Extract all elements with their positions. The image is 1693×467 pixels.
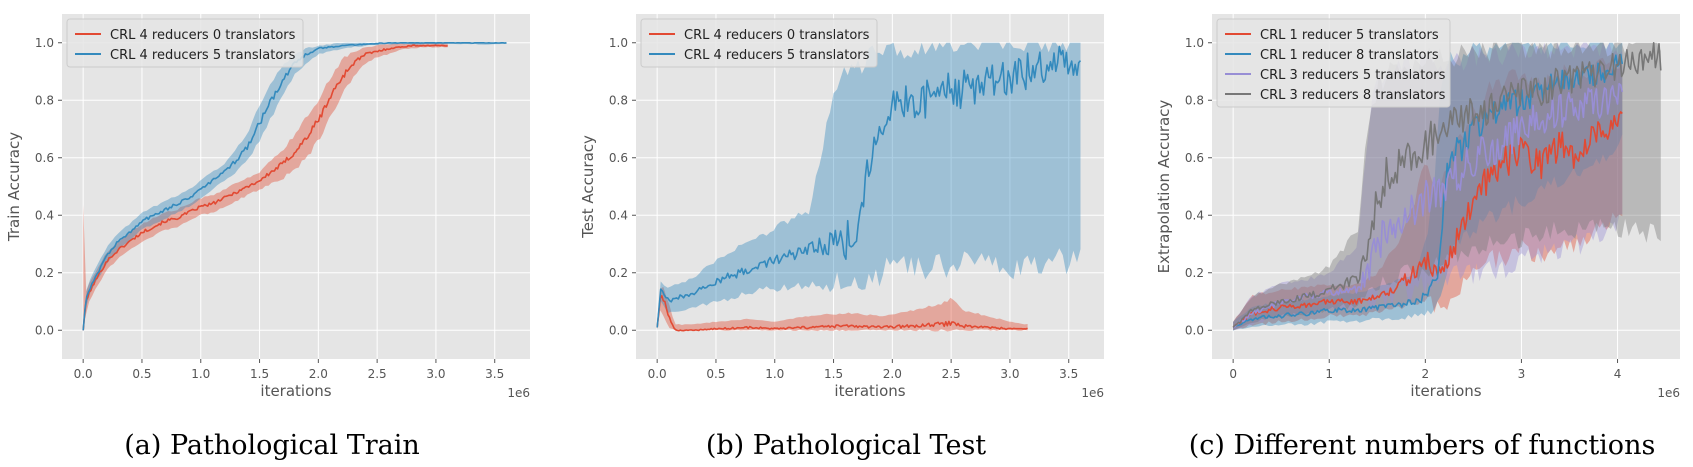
chart-1: 0.0 0.2 0.4 0.6 0.8 1.0 0.0 0.5 1.0 1.5 2.0 2.5 3.0 3… [5, 14, 530, 400]
y-tick-label: 0.2 [35, 266, 54, 280]
y-tick-label: 0.4 [609, 208, 628, 222]
series-line-1 [82, 44, 448, 331]
y-tick-label: 0.2 [609, 266, 628, 280]
series-band-2 [657, 42, 1081, 331]
y-axis-label: Train Accuracy [5, 132, 23, 242]
series-line-1 [1232, 111, 1623, 328]
x-tick-label: 0.5 [132, 367, 151, 381]
series-band-2 [1233, 42, 1623, 331]
plot-series-group [1232, 42, 1662, 331]
legend-box [66, 18, 304, 68]
y-tick-label: 0.8 [1185, 93, 1204, 107]
y-tick-label: 1.0 [1185, 36, 1204, 50]
caption-b: (b) Pathological Test [705, 430, 987, 461]
y-tick-label: 0.2 [1185, 266, 1204, 280]
chart-2: 0.0 0.2 0.4 0.6 0.8 1.0 0.0 0.5 1.0 1.5 2.0 2.5 3.0 3… [579, 14, 1104, 400]
plot-series-group [656, 42, 1082, 332]
x-tick-label: 3 [1518, 367, 1526, 381]
caption-a: (a) Pathological Train [124, 430, 420, 461]
legend-label-1: CRL 4 reducers 0 translators [110, 28, 296, 43]
x-tick-label: 0.0 [74, 367, 93, 381]
series-line-1 [656, 295, 1028, 332]
legend: CRL 4 reducers 0 translators CRL 4 reduce… [640, 18, 878, 68]
series-line-4 [1232, 42, 1662, 328]
x-tick-label: 1.0 [765, 367, 784, 381]
x-tick-label: 1.5 [824, 367, 843, 381]
x-offset-label: 1e6 [507, 386, 530, 400]
legend-label-2: CRL 4 reducers 5 translators [110, 48, 296, 63]
plot-area [62, 14, 530, 359]
x-axis-label: iterations [834, 382, 905, 400]
x-offset-label: 1e6 [1081, 386, 1104, 400]
x-tick-label: 0 [1229, 367, 1237, 381]
series-band-1 [657, 286, 1028, 332]
legend-label-1: CRL 1 reducer 5 translators [1260, 28, 1439, 43]
y-tick-label: 0.8 [35, 93, 54, 107]
y-tick-label: 0.8 [609, 93, 628, 107]
y-axis-label: Extrapolation Accuracy [1155, 100, 1173, 274]
caption-c: (c) Different numbers of functions [1188, 430, 1656, 461]
y-tick-label: 0.0 [609, 323, 628, 337]
y-tick-label: 1.0 [35, 36, 54, 50]
y-tick-label: 0.6 [609, 151, 628, 165]
chart-3: 0.0 0.2 0.4 0.6 0.8 1.0 0 1 2 3 4 iterations Extrapo… [1155, 14, 1680, 400]
y-tick-label: 0.0 [1185, 323, 1204, 337]
x-tick-label: 3.5 [1059, 367, 1078, 381]
y-tick-label: 0.0 [35, 323, 54, 337]
y-tick-label: 0.4 [1185, 208, 1204, 222]
y-tick-label: 1.0 [609, 36, 628, 50]
x-axis-label: iterations [260, 382, 331, 400]
x-tick-label: 2.5 [942, 367, 961, 381]
x-axis-label: iterations [1410, 382, 1481, 400]
legend-box [640, 18, 878, 68]
series-line-2 [656, 45, 1082, 328]
x-tick-label: 0.5 [706, 367, 725, 381]
x-tick-label: 0.0 [648, 367, 667, 381]
legend-label-4: CRL 3 reducers 8 translators [1260, 88, 1446, 103]
legend-label-3: CRL 3 reducers 5 translators [1260, 68, 1446, 83]
legend-label-2: CRL 1 reducer 8 translators [1260, 48, 1439, 63]
series-band-1 [83, 42, 448, 326]
y-axis-label: Test Accuracy [579, 135, 597, 239]
legend-label-2: CRL 4 reducers 5 translators [684, 48, 870, 63]
y-tick-label: 0.6 [1185, 151, 1204, 165]
x-tick-label: 1.5 [250, 367, 269, 381]
x-tick-label: 3.0 [426, 367, 445, 381]
legend-label-1: CRL 4 reducers 0 translators [684, 28, 870, 43]
x-tick-label: 4 [1614, 367, 1622, 381]
x-tick-label: 2.0 [883, 367, 902, 381]
x-tick-label: 2.0 [309, 367, 328, 381]
x-tick-label: 3.0 [1000, 367, 1019, 381]
y-tick-label: 0.6 [35, 151, 54, 165]
legend-box [1216, 18, 1451, 108]
x-offset-label: 1e6 [1657, 386, 1680, 400]
x-tick-label: 2 [1422, 367, 1430, 381]
y-tick-label: 0.4 [35, 208, 54, 222]
legend: CRL 1 reducer 5 translators CRL 1 reducer… [1216, 18, 1451, 108]
legend: CRL 4 reducers 0 translators CRL 4 reduce… [66, 18, 304, 68]
x-tick-label: 3.5 [485, 367, 504, 381]
x-tick-label: 1 [1325, 367, 1333, 381]
x-tick-label: 2.5 [368, 367, 387, 381]
x-tick-label: 1.0 [191, 367, 210, 381]
